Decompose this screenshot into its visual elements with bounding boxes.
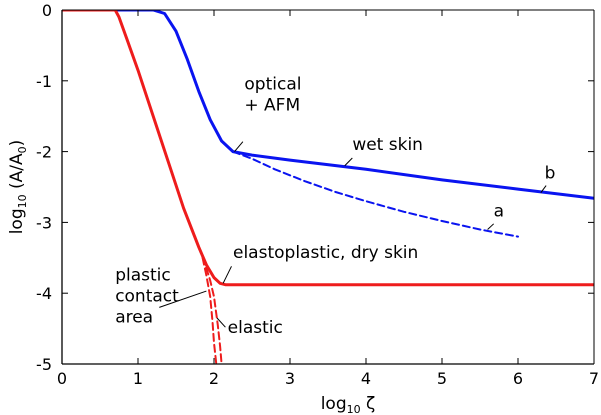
series-line-blue-dashed-1 <box>232 150 519 238</box>
annotation-text-2-0: b <box>545 164 556 184</box>
x-axis-label: log10 ζ <box>321 394 376 415</box>
annotation-leader-2 <box>540 185 547 193</box>
annotation-text-4-0: elastoplastic, dry skin <box>233 243 418 263</box>
annotation-leader-6 <box>216 317 226 328</box>
annotation-leader-5 <box>159 290 207 308</box>
annotation-text-6-0: elastic <box>228 318 283 338</box>
x-tick-label: 7 <box>589 369 599 388</box>
annotation-text-5-0: plastic <box>115 265 171 285</box>
annotation-text-3-0: a <box>494 202 504 222</box>
annotation-leader-4 <box>222 266 232 284</box>
series-group <box>62 10 594 364</box>
series-line-red-solid-2 <box>62 10 594 287</box>
annotation-text-0-0: optical <box>244 74 301 94</box>
y-axis-label: log10 (A/A0) <box>7 140 29 235</box>
y-tick-label: -2 <box>36 143 52 162</box>
annotation-leader-0 <box>234 141 244 152</box>
annotation-leader-1 <box>344 157 353 167</box>
series-line-red-dashed-3 <box>201 256 218 364</box>
axes-group: 0 1 2 3 4 5 6 7 0 -1 -2 -3 -4 -5 log10 ζ log10 (A/A0) <box>7 1 599 415</box>
annotation-text-5-2: area <box>115 307 153 327</box>
x-tick-label: 1 <box>133 369 143 388</box>
annotation-text-5-1: contact <box>115 286 179 306</box>
x-tick-label: 4 <box>361 369 371 388</box>
annotation-leader-3 <box>487 223 495 230</box>
x-tick-label: 3 <box>285 369 295 388</box>
x-tick-label: 0 <box>57 369 67 388</box>
y-tick-label: -5 <box>36 355 52 374</box>
series-line-blue-solid-0 <box>62 10 594 200</box>
annotation-text-1-0: wet skin <box>352 135 423 155</box>
annotation-text-0-1: + AFM <box>244 95 300 115</box>
y-tick-label: -4 <box>36 284 52 303</box>
x-tick-label: 5 <box>437 369 447 388</box>
series-line-red-dashed-4 <box>194 235 223 364</box>
x-tick-label: 6 <box>513 369 523 388</box>
y-tick-label: -1 <box>36 72 52 91</box>
y-tick-label: 0 <box>42 1 52 20</box>
y-tick-label: -3 <box>36 213 52 232</box>
x-tick-label: 2 <box>209 369 219 388</box>
annotations-group: optical+ AFM wet skin b a elastoplastic, dry… <box>115 74 555 338</box>
